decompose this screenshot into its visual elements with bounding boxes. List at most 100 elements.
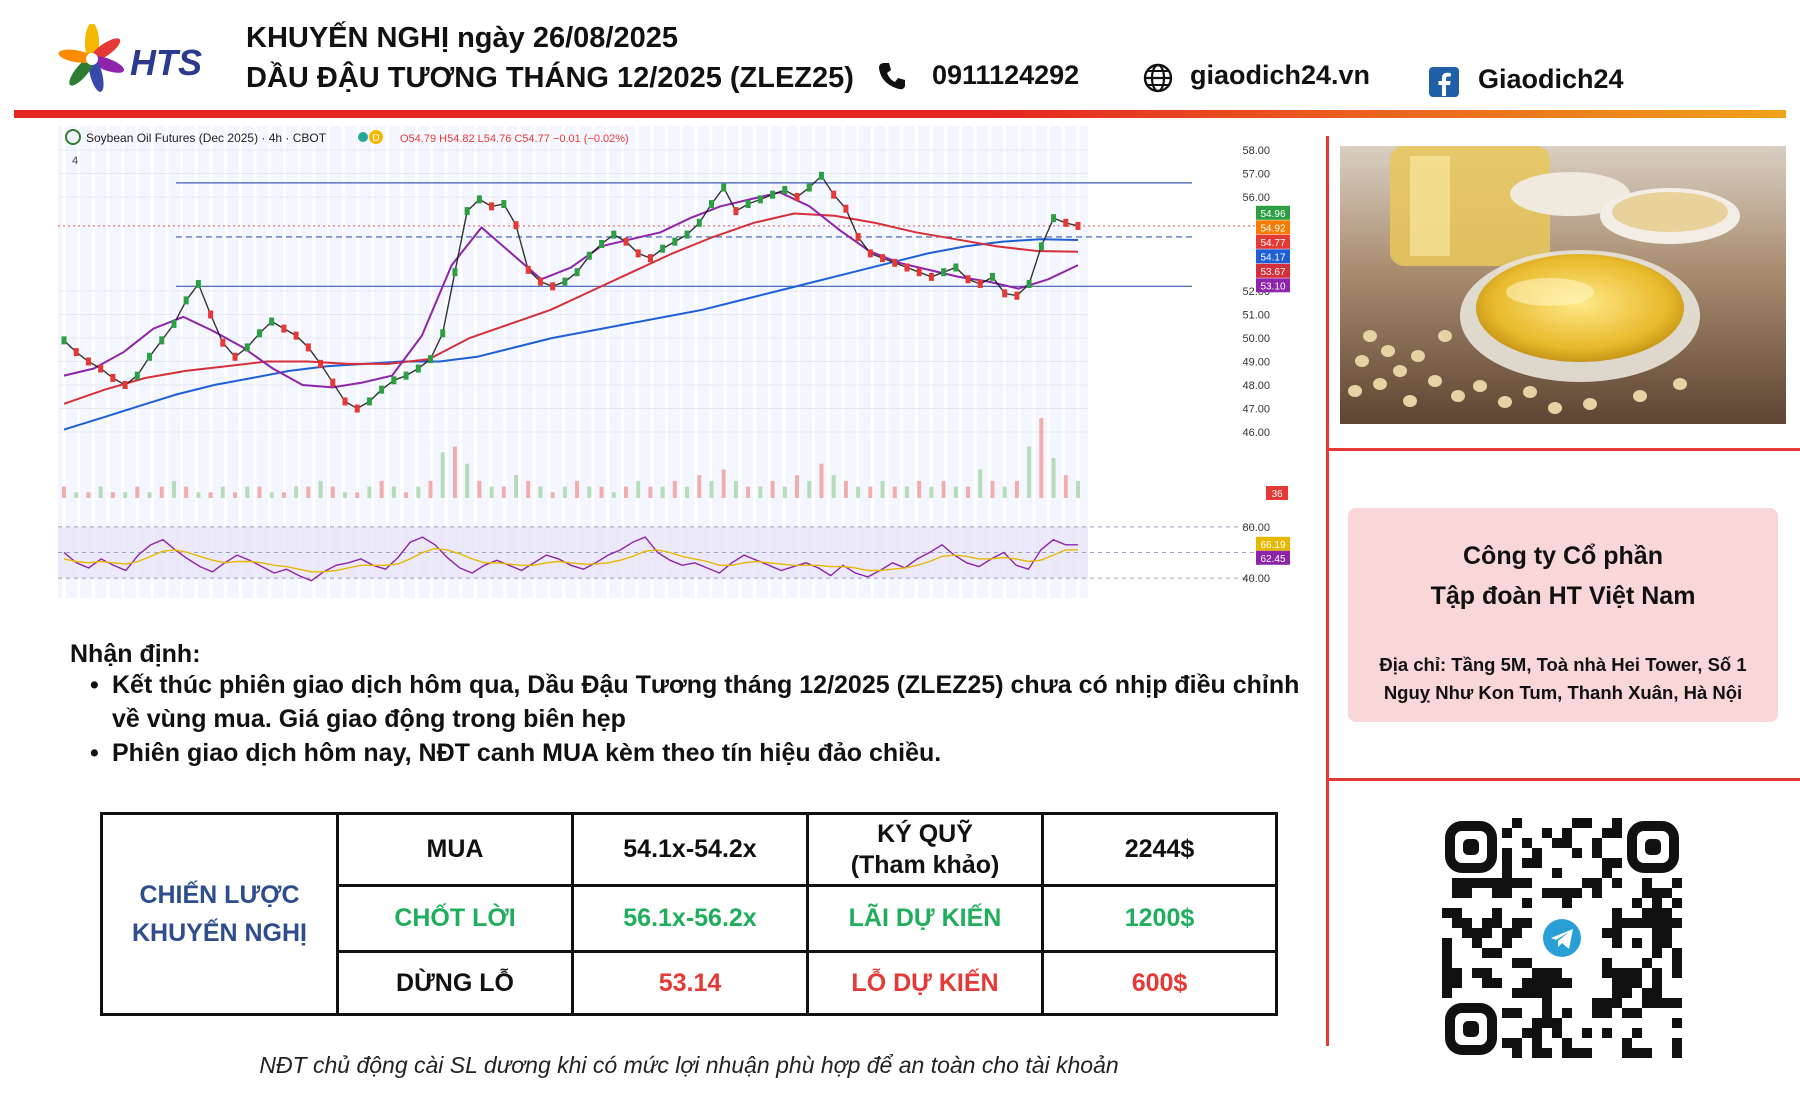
price-candle <box>428 355 434 364</box>
volume-bar <box>856 486 861 498</box>
price-candle <box>794 193 800 201</box>
volume-bar <box>526 480 531 498</box>
moving-average-line <box>63 238 1079 431</box>
y-tick-label: 49.00 <box>1242 357 1270 369</box>
volume-bar <box>770 480 775 498</box>
price-candle <box>928 272 934 281</box>
price-candle <box>134 371 140 380</box>
volume-bar <box>831 475 836 498</box>
margin-value: 2244$ <box>1041 815 1275 884</box>
volume-bar <box>196 492 201 498</box>
volume-bar <box>990 480 995 498</box>
volume-bar <box>110 492 115 498</box>
volume-bar <box>257 486 262 498</box>
y-tick-label: 50.00 <box>1242 333 1270 345</box>
price-candle <box>1014 291 1020 300</box>
volume-bar <box>929 486 934 498</box>
oscillator-value-bg <box>1256 536 1290 551</box>
price-tag-bg <box>1256 263 1290 278</box>
price-tag: 54.17 <box>1260 252 1285 263</box>
price-candle <box>476 195 482 204</box>
oscillator-value-bg <box>1256 550 1290 565</box>
price-candle <box>147 352 153 361</box>
price-candle <box>318 359 324 368</box>
company-address-line2: Nguỵ Như Kon Tum, Thanh Xuân, Hà Nội <box>1383 682 1743 703</box>
globe-icon <box>1143 63 1173 93</box>
price-candle <box>721 183 727 192</box>
strategy-table: CHIẾN LƯỢC KHUYẾN NGHỊ MUA 54.1x-54.2x K… <box>100 812 1278 1016</box>
price-tag-bg <box>1256 220 1290 235</box>
expected-loss-value: 600$ <box>1041 950 1275 1013</box>
volume-bar <box>245 486 250 498</box>
price-tag: 54.96 <box>1260 209 1285 220</box>
volume-bar <box>233 492 238 498</box>
price-candle <box>220 338 226 347</box>
company-name-line1: Công ty Cổ phần <box>1463 542 1663 570</box>
volume-bar <box>416 486 421 498</box>
volume-bar <box>501 486 506 498</box>
pane-count[interactable]: 4 <box>72 155 78 167</box>
analysis-bullet-text: Kết thúc phiên giao dịch hôm qua, Dầu Đậ… <box>112 671 1300 733</box>
oscillator-value: 66.19 <box>1260 540 1285 551</box>
price-candle <box>818 171 824 180</box>
volume-bar <box>599 486 604 498</box>
price-candle <box>73 348 79 357</box>
price-candle <box>892 258 898 267</box>
volume-bar <box>342 492 347 498</box>
buy-action: MUA <box>336 815 571 884</box>
volume-bar <box>62 486 66 498</box>
price-candle <box>525 265 531 274</box>
volume-bar <box>758 486 763 498</box>
oscillator-value: 62.45 <box>1260 554 1285 565</box>
price-candle <box>599 240 605 248</box>
volume-bar <box>575 480 580 498</box>
phone-number[interactable]: 0911124292 <box>932 60 1080 90</box>
chart-title: Soybean Oil Futures (Dec 2025) · 4h · CB… <box>86 131 327 145</box>
volume-bar <box>306 486 311 498</box>
volume-bar <box>404 492 409 498</box>
soybean-oil-illustration <box>1340 146 1786 424</box>
volume-bar <box>391 486 396 498</box>
facebook-page[interactable]: Giaodich24 <box>1478 64 1624 94</box>
company-card: Công ty Cổ phần Tập đoàn HT Việt Nam Địa… <box>1348 508 1778 722</box>
analysis-title: Nhận định: <box>70 640 201 668</box>
price-candle <box>574 268 580 277</box>
price-candle <box>232 352 238 361</box>
hts-logo: HTS <box>58 23 208 94</box>
volume-bar <box>330 486 335 498</box>
telegram-icon <box>1538 914 1586 962</box>
price-candle <box>330 378 336 387</box>
volume-bar <box>171 480 176 498</box>
website-link[interactable]: giaodich24.vn <box>1190 60 1371 90</box>
bullet-marker: • <box>90 739 99 767</box>
volume-bar <box>1039 418 1044 498</box>
price-candle <box>1026 279 1032 288</box>
volume-bar <box>868 486 873 498</box>
volume-bar <box>697 475 702 498</box>
volume-bar <box>966 486 971 498</box>
price-candle <box>403 371 409 380</box>
volume-bar <box>1014 480 1019 498</box>
volume-bar <box>147 492 152 498</box>
volume-bar <box>746 486 751 498</box>
qr-code[interactable] <box>1442 818 1682 1058</box>
volume-bar <box>880 480 885 498</box>
hts-logo-mark <box>58 23 125 92</box>
volume-bar <box>489 486 494 498</box>
volume-bar <box>550 492 555 498</box>
volume-bar <box>623 486 628 498</box>
price-candle <box>159 336 165 345</box>
take-profit-action: CHỐT LỜI <box>336 884 571 950</box>
oscillator-tick-label: 80.00 <box>1242 522 1270 534</box>
price-candle <box>708 200 714 209</box>
price-candle <box>782 185 788 194</box>
price-candle <box>61 336 67 345</box>
oscillator-line <box>63 536 1078 582</box>
volume-bar <box>135 486 140 498</box>
price-candle <box>281 324 287 333</box>
volume-bar <box>123 492 128 498</box>
volume-bar <box>978 469 983 498</box>
take-profit-range: 56.1x-56.2x <box>571 884 806 950</box>
volume-bar <box>782 486 787 498</box>
price-candle <box>1038 242 1044 251</box>
